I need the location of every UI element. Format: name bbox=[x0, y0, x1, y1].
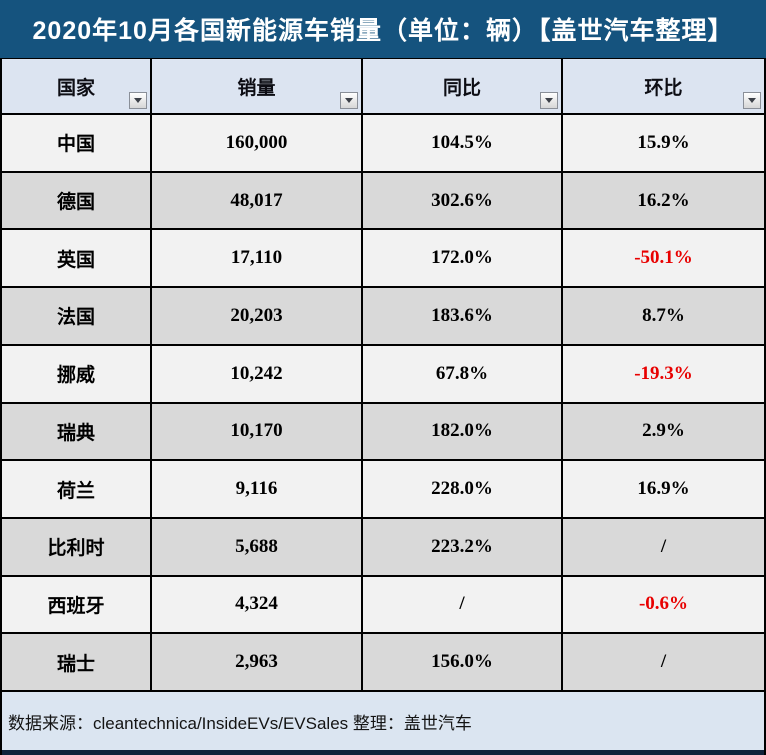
table-row: 比利时 5,688 223.2% / bbox=[2, 518, 764, 577]
sales-cell: 160,000 bbox=[152, 115, 363, 171]
yoy-cell: 302.6% bbox=[363, 172, 563, 229]
sales-cell: 48,017 bbox=[152, 172, 363, 229]
table-body: 中国 160,000 104.5% 15.9% 德国 48,017 302.6% 16.2% 英… bbox=[2, 115, 764, 693]
table-row: 瑞典 10,170 182.0% 2.9% bbox=[2, 403, 764, 462]
yoy-cell: 228.0% bbox=[363, 461, 563, 517]
sales-cell: 17,110 bbox=[152, 230, 363, 287]
sales-cell: 10,170 bbox=[152, 403, 363, 460]
table-row: 中国 160,000 104.5% 15.9% bbox=[2, 115, 764, 173]
yoy-cell: 156.0% bbox=[363, 634, 563, 691]
yoy-cell: 67.8% bbox=[363, 345, 563, 402]
chevron-down-icon bbox=[545, 98, 553, 103]
mom-cell: 15.9% bbox=[637, 131, 690, 153]
country-cell: 挪威 bbox=[2, 345, 152, 402]
header-label-country: 国家 bbox=[56, 77, 95, 99]
sales-cell: 4,324 bbox=[152, 576, 363, 633]
header-label-yoy: 同比 bbox=[442, 77, 481, 99]
header-label-mom: 环比 bbox=[644, 77, 683, 99]
country-cell: 法国 bbox=[2, 288, 152, 344]
yoy-cell: 223.2% bbox=[363, 518, 563, 575]
table-row: 德国 48,017 302.6% 16.2% bbox=[2, 172, 764, 231]
table-header-row: 国家 销量 同比 环比 bbox=[2, 58, 764, 115]
country-cell: 中国 bbox=[2, 115, 152, 171]
table-row: 西班牙 4,324/ -0.6% bbox=[2, 576, 764, 635]
country-cell: 比利时 bbox=[2, 518, 152, 575]
sales-cell: 9,116 bbox=[152, 461, 363, 517]
table-row: 英国 17,110 172.0% -50.1% bbox=[2, 230, 764, 289]
header-label-sales: 销量 bbox=[237, 77, 276, 99]
table-row: 荷兰 9,116 228.0% 16.9% bbox=[2, 461, 764, 519]
mom-cell: 8.7% bbox=[642, 304, 685, 326]
country-cell: 德国 bbox=[2, 172, 152, 229]
country-cell: 荷兰 bbox=[2, 461, 152, 517]
chevron-down-icon bbox=[345, 98, 353, 103]
chevron-down-icon bbox=[748, 98, 756, 103]
sales-cell: 2,963 bbox=[152, 634, 363, 691]
header-cell-mom: 环比 bbox=[563, 59, 764, 113]
yoy-cell: 172.0% bbox=[363, 230, 563, 287]
sales-cell: 20,203 bbox=[152, 288, 363, 344]
source-footer: 数据来源：cleantechnica/InsideEVs/EVSales 整理：… bbox=[2, 692, 764, 755]
yoy-cell: / bbox=[363, 576, 563, 633]
sales-cell: 10,242 bbox=[152, 345, 363, 402]
page-title: 2020年10月各国新能源车销量（单位：辆）【盖世汽车整理】 bbox=[32, 17, 734, 45]
mom-cell: / bbox=[660, 651, 667, 673]
mom-cell: 16.9% bbox=[637, 478, 690, 500]
filter-dropdown-button-country[interactable] bbox=[129, 92, 147, 109]
country-cell: 英国 bbox=[2, 230, 152, 287]
source-text: 数据来源：cleantechnica/InsideEVs/EVSales 整理：… bbox=[8, 713, 472, 733]
mom-cell: -0.6% bbox=[638, 593, 689, 615]
title-bar: 2020年10月各国新能源车销量（单位：辆）【盖世汽车整理】 bbox=[0, 0, 766, 58]
mom-cell: -50.1% bbox=[634, 247, 693, 269]
header-cell-sales: 销量 bbox=[152, 59, 363, 113]
mom-cell: / bbox=[660, 535, 667, 557]
sales-cell: 5,688 bbox=[152, 518, 363, 575]
country-cell: 瑞士 bbox=[2, 634, 152, 691]
mom-cell: 2.9% bbox=[642, 420, 685, 442]
yoy-cell: 182.0% bbox=[363, 403, 563, 460]
table-row: 瑞士 2,963 156.0% / bbox=[2, 634, 764, 693]
mom-cell: 16.2% bbox=[637, 189, 690, 211]
country-cell: 瑞典 bbox=[2, 403, 152, 460]
table: 国家 销量 同比 环比 bbox=[0, 58, 766, 755]
yoy-cell: 183.6% bbox=[363, 288, 563, 344]
header-cell-country: 国家 bbox=[2, 59, 152, 113]
mom-cell: -19.3% bbox=[634, 362, 693, 384]
filter-dropdown-button-yoy[interactable] bbox=[540, 92, 558, 109]
yoy-cell: 104.5% bbox=[363, 115, 563, 171]
chevron-down-icon bbox=[134, 98, 142, 103]
table-row: 挪威 10,242 67.8% -19.3% bbox=[2, 345, 764, 404]
filter-dropdown-button-sales[interactable] bbox=[340, 92, 358, 109]
table-row: 法国 20,203 183.6% 8.7% bbox=[2, 288, 764, 346]
filter-dropdown-button-mom[interactable] bbox=[743, 92, 761, 109]
header-cell-yoy: 同比 bbox=[363, 59, 563, 113]
country-cell: 西班牙 bbox=[2, 576, 152, 633]
